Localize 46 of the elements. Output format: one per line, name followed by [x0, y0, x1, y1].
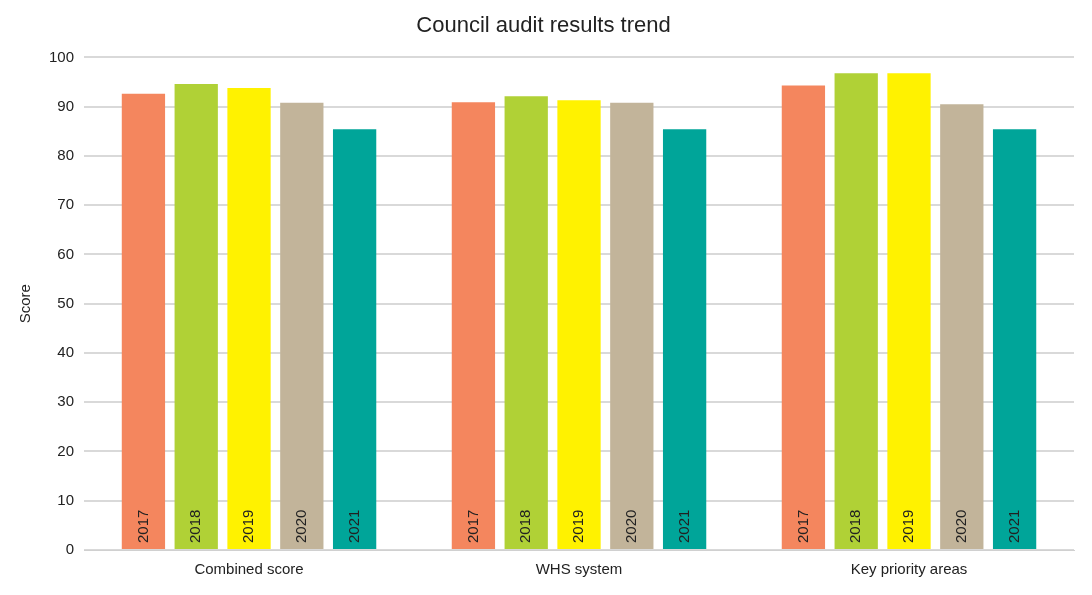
bar [280, 102, 324, 549]
text: 2019 [899, 509, 917, 543]
bar [174, 84, 218, 549]
y-tick-label: 90 [57, 96, 75, 114]
y-tick-label: 20 [57, 441, 75, 459]
bar [940, 104, 984, 549]
y-tick-label: 10 [57, 490, 75, 508]
series-label: 2019 [239, 509, 257, 543]
text: 2020 [621, 509, 639, 543]
series-label: 2021 [344, 509, 362, 543]
x-tick-label: Key priority areas [850, 560, 968, 578]
y-tick-label: 0 [65, 540, 75, 558]
series-label: 2017 [133, 509, 151, 543]
text: 2021 [674, 509, 692, 543]
bar [781, 85, 826, 549]
y-tick-label: 80 [57, 146, 75, 164]
bar [610, 102, 654, 549]
y-tick-label: 40 [57, 343, 75, 361]
bar [662, 129, 707, 549]
bar [332, 129, 377, 549]
y-tick-label: 100 [49, 47, 75, 65]
y-tick-label: 30 [57, 392, 75, 410]
series-label: 2020 [291, 509, 309, 543]
y-tick-label: 70 [57, 195, 75, 213]
text: 2017 [793, 509, 811, 543]
text: 2020 [951, 509, 969, 543]
text: 2018 [846, 509, 864, 543]
text: 2021 [1004, 509, 1022, 543]
y-tick-label: 60 [57, 244, 75, 262]
chart-title: Council audit results trend [416, 12, 671, 38]
bar [504, 96, 548, 549]
x-tick-label: WHS system [535, 560, 623, 578]
bar [887, 73, 931, 549]
text: 2017 [463, 509, 481, 543]
bar [121, 93, 166, 549]
series-label: 2018 [186, 509, 204, 543]
text: 2019 [569, 509, 587, 543]
bar [451, 102, 496, 549]
bar [992, 129, 1037, 549]
x-tick-label: Combined score [194, 560, 304, 578]
bar [557, 100, 601, 549]
bar [834, 73, 878, 549]
bar [227, 87, 271, 549]
text: 2018 [516, 509, 534, 543]
y-axis-title: Score [16, 284, 34, 324]
y-tick-label: 50 [57, 293, 75, 311]
